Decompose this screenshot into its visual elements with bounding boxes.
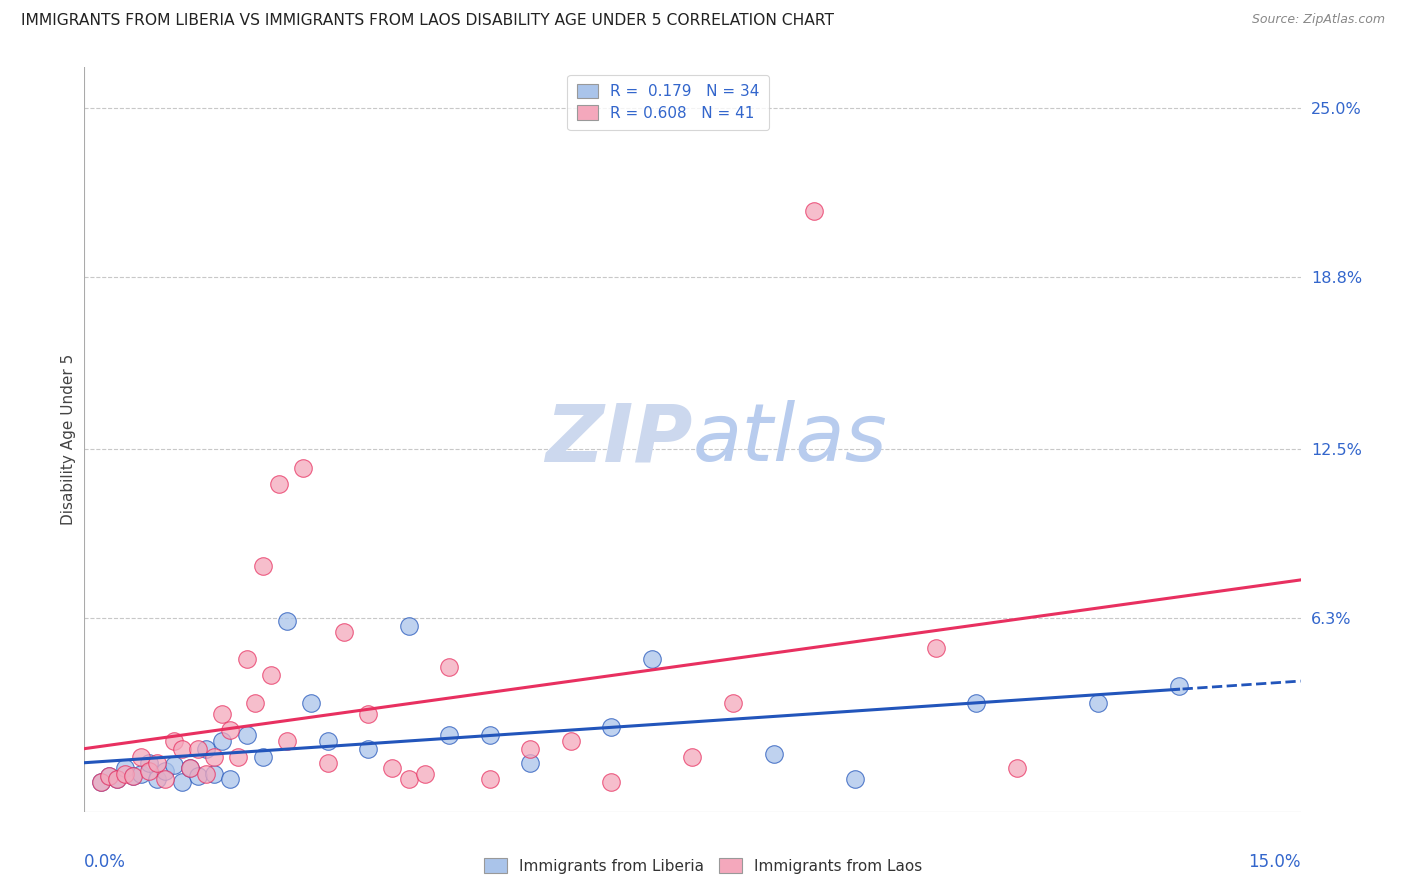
Point: [844, 772, 866, 786]
Point: [682, 750, 704, 764]
Point: [170, 742, 193, 756]
Point: [299, 696, 322, 710]
Point: [276, 733, 298, 747]
Point: [155, 772, 177, 786]
Legend: R =  0.179   N = 34, R = 0.608   N = 41: R = 0.179 N = 34, R = 0.608 N = 41: [568, 75, 769, 130]
Point: [138, 756, 160, 770]
Point: [179, 761, 201, 775]
Point: [478, 728, 501, 742]
Point: [97, 769, 120, 783]
Point: [219, 723, 242, 737]
Point: [114, 761, 136, 775]
Point: [114, 766, 136, 780]
Point: [316, 733, 339, 747]
Text: Source: ZipAtlas.com: Source: ZipAtlas.com: [1251, 13, 1385, 27]
Point: [252, 750, 274, 764]
Point: [202, 750, 225, 764]
Text: IMMIGRANTS FROM LIBERIA VS IMMIGRANTS FROM LAOS DISABILITY AGE UNDER 5 CORRELATI: IMMIGRANTS FROM LIBERIA VS IMMIGRANTS FR…: [21, 13, 834, 29]
Point: [721, 696, 744, 710]
Point: [381, 761, 404, 775]
Point: [146, 772, 169, 786]
Point: [179, 761, 201, 775]
Text: ZIP: ZIP: [546, 401, 693, 478]
Point: [122, 769, 145, 783]
Point: [97, 769, 120, 783]
Point: [194, 766, 218, 780]
Point: [519, 742, 541, 756]
Point: [803, 204, 825, 219]
Point: [235, 728, 257, 742]
Point: [155, 764, 177, 778]
Point: [162, 758, 184, 772]
Point: [105, 772, 128, 786]
Y-axis label: Disability Age Under 5: Disability Age Under 5: [60, 354, 76, 524]
Point: [925, 640, 948, 655]
Text: atlas: atlas: [693, 401, 887, 478]
Text: 0.0%: 0.0%: [84, 853, 127, 871]
Point: [600, 774, 623, 789]
Point: [228, 750, 250, 764]
Point: [292, 461, 315, 475]
Point: [357, 706, 380, 721]
Point: [194, 742, 218, 756]
Point: [357, 742, 380, 756]
Point: [965, 696, 987, 710]
Point: [162, 733, 184, 747]
Point: [129, 750, 152, 764]
Point: [252, 559, 274, 574]
Point: [90, 774, 112, 789]
Point: [235, 652, 257, 666]
Text: 15.0%: 15.0%: [1249, 853, 1301, 871]
Point: [211, 706, 233, 721]
Point: [219, 772, 242, 786]
Point: [267, 477, 290, 491]
Point: [276, 614, 298, 628]
Point: [202, 766, 225, 780]
Point: [260, 668, 283, 682]
Point: [243, 696, 266, 710]
Point: [122, 769, 145, 783]
Point: [187, 769, 209, 783]
Point: [439, 660, 461, 674]
Point: [129, 766, 152, 780]
Point: [1167, 679, 1189, 693]
Point: [439, 728, 461, 742]
Point: [170, 774, 193, 789]
Point: [413, 766, 436, 780]
Point: [90, 774, 112, 789]
Point: [138, 764, 160, 778]
Point: [105, 772, 128, 786]
Point: [519, 756, 541, 770]
Point: [333, 624, 356, 639]
Point: [762, 747, 785, 762]
Point: [600, 720, 623, 734]
Point: [1087, 696, 1109, 710]
Point: [641, 652, 664, 666]
Legend: Immigrants from Liberia, Immigrants from Laos: Immigrants from Liberia, Immigrants from…: [478, 852, 928, 880]
Point: [478, 772, 501, 786]
Point: [187, 742, 209, 756]
Point: [146, 756, 169, 770]
Point: [316, 756, 339, 770]
Point: [560, 733, 582, 747]
Point: [1005, 761, 1028, 775]
Point: [398, 772, 420, 786]
Point: [211, 733, 233, 747]
Point: [398, 619, 420, 633]
